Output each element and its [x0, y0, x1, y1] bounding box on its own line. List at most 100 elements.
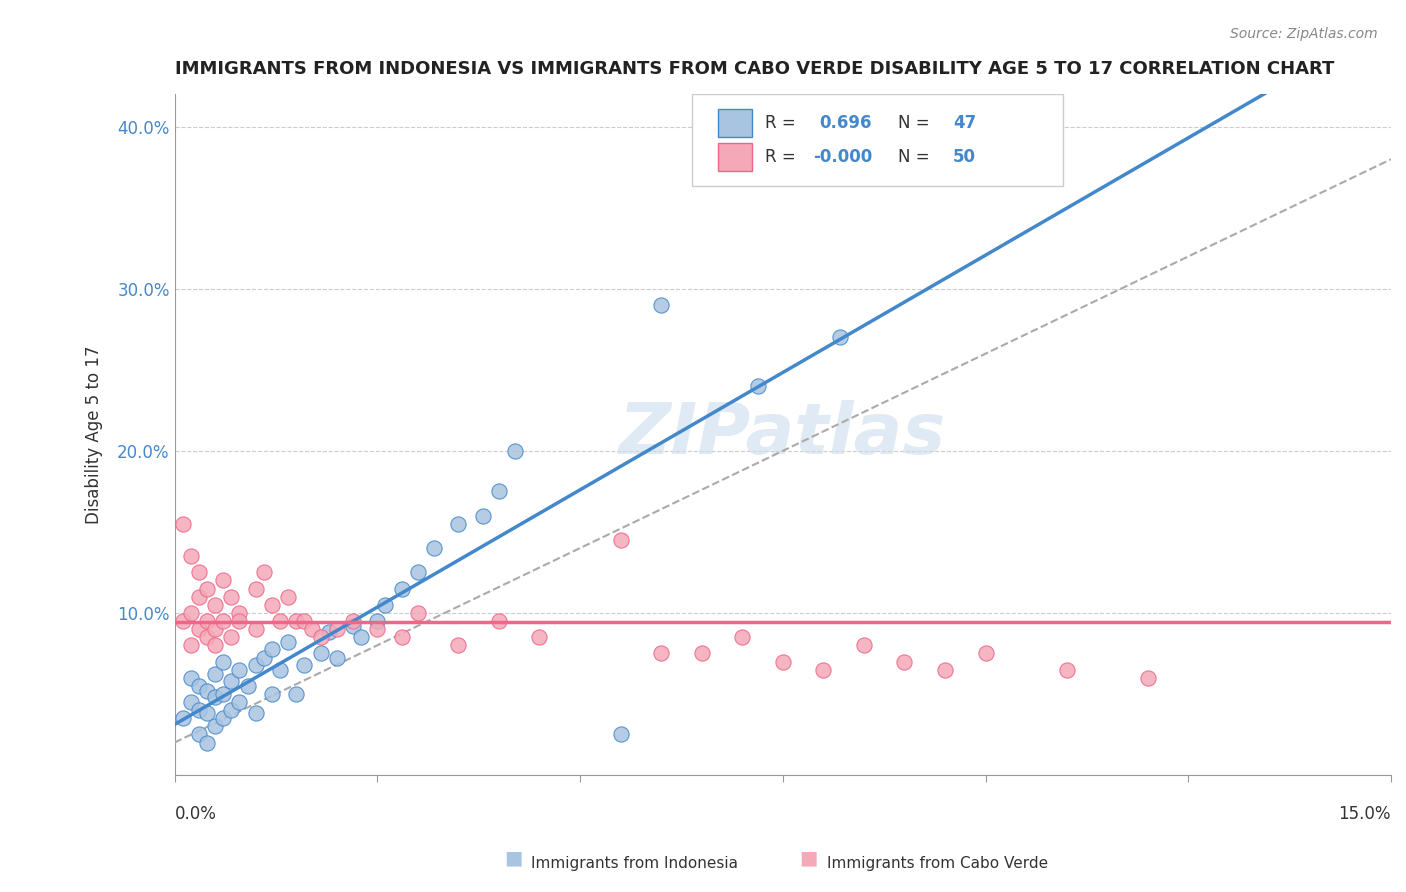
Point — [236, 679, 259, 693]
Point — [180, 695, 202, 709]
Point — [195, 630, 218, 644]
Point — [260, 687, 283, 701]
Point — [318, 625, 340, 640]
Point — [366, 614, 388, 628]
Point — [212, 614, 235, 628]
Point — [350, 630, 373, 644]
Point — [180, 606, 202, 620]
Text: 50: 50 — [953, 148, 976, 166]
Point — [204, 598, 226, 612]
Point — [260, 641, 283, 656]
Point — [447, 516, 470, 531]
Point — [204, 667, 226, 681]
Point — [180, 638, 202, 652]
Point — [245, 622, 267, 636]
Point — [326, 651, 349, 665]
Point — [690, 647, 713, 661]
Point — [204, 638, 226, 652]
Point — [228, 606, 250, 620]
Text: 15.0%: 15.0% — [1339, 805, 1391, 823]
Point — [221, 590, 243, 604]
Point — [195, 683, 218, 698]
Text: Source: ZipAtlas.com: Source: ZipAtlas.com — [1230, 27, 1378, 41]
Point — [195, 582, 218, 596]
Point — [221, 673, 243, 688]
Point — [195, 614, 218, 628]
Point — [406, 566, 429, 580]
Point — [221, 630, 243, 644]
Text: IMMIGRANTS FROM INDONESIA VS IMMIGRANTS FROM CABO VERDE DISABILITY AGE 5 TO 17 C: IMMIGRANTS FROM INDONESIA VS IMMIGRANTS … — [174, 60, 1334, 78]
Point — [172, 614, 194, 628]
Point — [228, 614, 250, 628]
Point — [326, 622, 349, 636]
Point — [212, 711, 235, 725]
Point — [277, 590, 299, 604]
Text: 47: 47 — [953, 114, 976, 132]
Point — [253, 651, 276, 665]
Text: N =: N = — [898, 148, 935, 166]
Point — [1136, 671, 1159, 685]
Text: Immigrants from Cabo Verde: Immigrants from Cabo Verde — [827, 856, 1047, 871]
Point — [212, 687, 235, 701]
Point — [301, 622, 323, 636]
Point — [253, 566, 276, 580]
Y-axis label: Disability Age 5 to 17: Disability Age 5 to 17 — [86, 345, 103, 524]
Point — [204, 690, 226, 705]
Text: N =: N = — [898, 114, 935, 132]
Point — [204, 622, 226, 636]
Point — [503, 443, 526, 458]
Text: 0.0%: 0.0% — [174, 805, 217, 823]
Point — [195, 706, 218, 721]
Point — [285, 614, 308, 628]
Point — [245, 582, 267, 596]
Bar — [718, 110, 752, 136]
Point — [309, 647, 332, 661]
Text: Immigrants from Indonesia: Immigrants from Indonesia — [531, 856, 738, 871]
Point — [269, 663, 291, 677]
Point — [195, 735, 218, 749]
Point — [488, 484, 510, 499]
Point — [772, 655, 794, 669]
Point — [221, 703, 243, 717]
Point — [342, 614, 364, 628]
FancyBboxPatch shape — [692, 95, 1063, 186]
Point — [471, 508, 494, 523]
Point — [187, 590, 209, 604]
Point — [423, 541, 446, 555]
Point — [813, 663, 835, 677]
Point — [277, 635, 299, 649]
Point — [650, 647, 672, 661]
Text: ZIPatlas: ZIPatlas — [619, 401, 946, 469]
Point — [488, 614, 510, 628]
Text: ■: ■ — [799, 848, 818, 867]
Text: ■: ■ — [503, 848, 523, 867]
Text: -0.000: -0.000 — [813, 148, 873, 166]
Point — [245, 706, 267, 721]
Point — [180, 671, 202, 685]
Point — [893, 655, 915, 669]
Point — [1056, 663, 1078, 677]
Point — [187, 727, 209, 741]
Point — [228, 663, 250, 677]
Point — [731, 630, 754, 644]
Point — [366, 622, 388, 636]
Bar — [718, 144, 752, 170]
Point — [204, 719, 226, 733]
Point — [309, 630, 332, 644]
Point — [212, 574, 235, 588]
Point — [172, 711, 194, 725]
Point — [187, 622, 209, 636]
Point — [391, 630, 413, 644]
Point — [180, 549, 202, 564]
Point — [187, 566, 209, 580]
Point — [285, 687, 308, 701]
Point — [245, 657, 267, 672]
Point — [187, 703, 209, 717]
Point — [292, 614, 315, 628]
Point — [406, 606, 429, 620]
Point — [260, 598, 283, 612]
Point — [650, 298, 672, 312]
Point — [228, 695, 250, 709]
Point — [212, 655, 235, 669]
Point — [374, 598, 396, 612]
